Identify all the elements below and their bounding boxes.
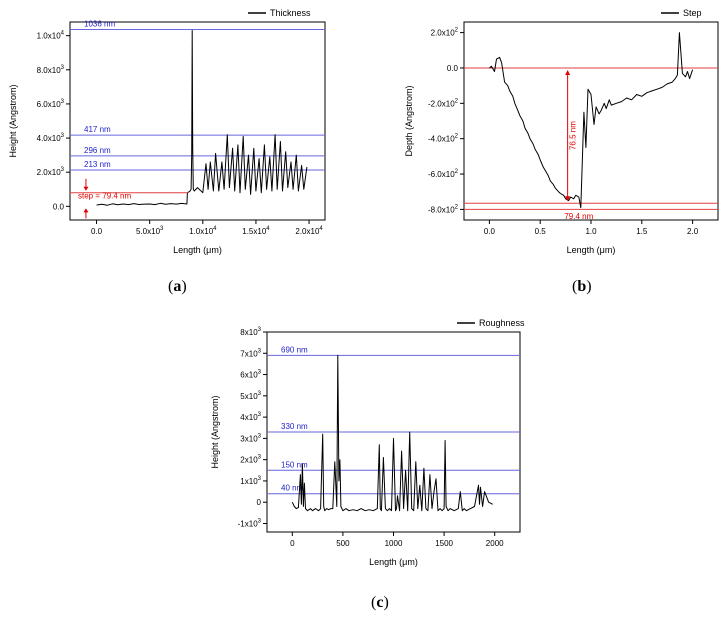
y-tick-label-a-3: 6.0x103 [37,99,65,109]
chart-a-thickness: 1036 nm 417 nm 296 nm 213 nm 0.0 5.0x103 1.0x1… [8,8,326,255]
ref-line-label-c-1: 330 nm [281,422,308,431]
depth-annotation-label: 76.5 nm [569,121,578,150]
x-tick-label-a-4: 2.0x104 [295,226,323,236]
y-tick-label-c-8: 0 [257,498,262,507]
y-tick-label-b-2: -2.0x102 [428,98,459,108]
caption-c: (c) [371,594,389,611]
plot-frame-b [463,21,719,221]
x-tick-label-b-1: 0.5 [535,227,547,236]
depth-arrowhead-bottom [565,196,571,202]
y-axis-label-c: Height (Angstrom) [210,395,220,468]
step-arrowhead-bottom [83,208,89,213]
x-tick-label-a-0: 0.0 [91,227,103,236]
x-tick-label-b-0: 0.0 [484,227,496,236]
series-line-b-0 [489,32,694,209]
y-tick-label-a-1: 2.0x103 [37,167,65,177]
y-axis-label-a: Height (Angstrom) [8,84,18,157]
step-annotation-label: step = 79.4 nm [78,192,131,201]
y-tick-label-c-2: 6x103 [240,370,261,380]
step-arrowhead-top [83,186,89,191]
x-axis-label-c: Length (μm) [369,557,418,567]
y-tick-label-c-7: 1x103 [240,476,261,486]
x-tick-label-b-3: 1.5 [636,227,648,236]
x-tick-label-c-3: 1500 [435,539,453,548]
x-tick-label-c-1: 500 [336,539,350,548]
ref-line-label-a-1: 417 nm [84,125,111,134]
y-tick-label-b-0: 2.0x102 [431,28,459,38]
legend-label-a: Thickness [270,8,311,18]
y-tick-label-c-5: 3x103 [240,433,261,443]
y-tick-label-c-9: -1x103 [238,518,262,528]
x-tick-label-c-2: 1000 [385,539,403,548]
chart-c-roughness: 690 nm 330 nm 150 nm 40 nm 0 500 1000 1500 2000 8… [210,318,525,567]
y-tick-label-b-4: -6.0x102 [428,169,459,179]
ref-line-label-c-0: 690 nm [281,345,308,354]
width-annotation-label: 79.4 nm [564,212,593,221]
x-tick-label-c-4: 2000 [486,539,504,548]
y-tick-label-a-0: 0.0 [53,202,65,211]
legend-label-c: Roughness [479,318,525,328]
ref-line-label-a-3: 213 nm [84,160,111,169]
y-tick-label-b-3: -4.0x102 [428,134,459,144]
x-tick-label-a-1: 5.0x103 [136,226,164,236]
x-axis-label-a: Length (μm) [173,245,222,255]
legend-label-b: Step [683,8,702,18]
x-tick-label-a-2: 1.0x104 [189,226,217,236]
y-tick-label-c-1: 7x103 [240,348,261,358]
y-tick-label-a-4: 8.0x103 [37,65,65,75]
x-tick-label-b-2: 1.0 [585,227,597,236]
y-tick-label-c-3: 5x103 [240,391,261,401]
y-tick-label-a-5: 1.0x104 [37,31,65,41]
y-tick-label-b-1: 0.0 [447,64,459,73]
y-axis-label-b: Depth (Angstrom) [404,85,414,156]
ref-line-label-c-3: 40 nm [281,484,304,493]
y-tick-label-c-0: 8x103 [240,327,261,337]
series-line-a-0 [96,30,308,206]
x-tick-label-c-0: 0 [290,539,295,548]
x-axis-label-b: Length (μm) [567,245,616,255]
y-tick-label-b-5: -8.0x102 [428,204,459,214]
caption-a: (a) [168,278,187,295]
ref-line-label-c-2: 150 nm [281,460,308,469]
caption-b: (b) [572,278,592,295]
chart-b-step: 0.0 0.5 1.0 1.5 2.0 2.0x102 0.0 -2.0x102 -4.0x10… [404,8,719,255]
y-tick-label-c-6: 2x103 [240,455,261,465]
y-tick-label-c-4: 4x103 [240,412,261,422]
ref-line-label-a-2: 296 nm [84,146,111,155]
series-line-c-0 [291,354,493,512]
plot-frame-a [69,21,326,221]
ref-line-label-a-0: 1036 nm [84,20,115,29]
y-tick-label-a-2: 4.0x103 [37,133,65,143]
x-tick-label-a-3: 1.5x104 [242,226,270,236]
x-tick-label-b-4: 2.0 [687,227,699,236]
depth-arrowhead-top [565,69,571,75]
